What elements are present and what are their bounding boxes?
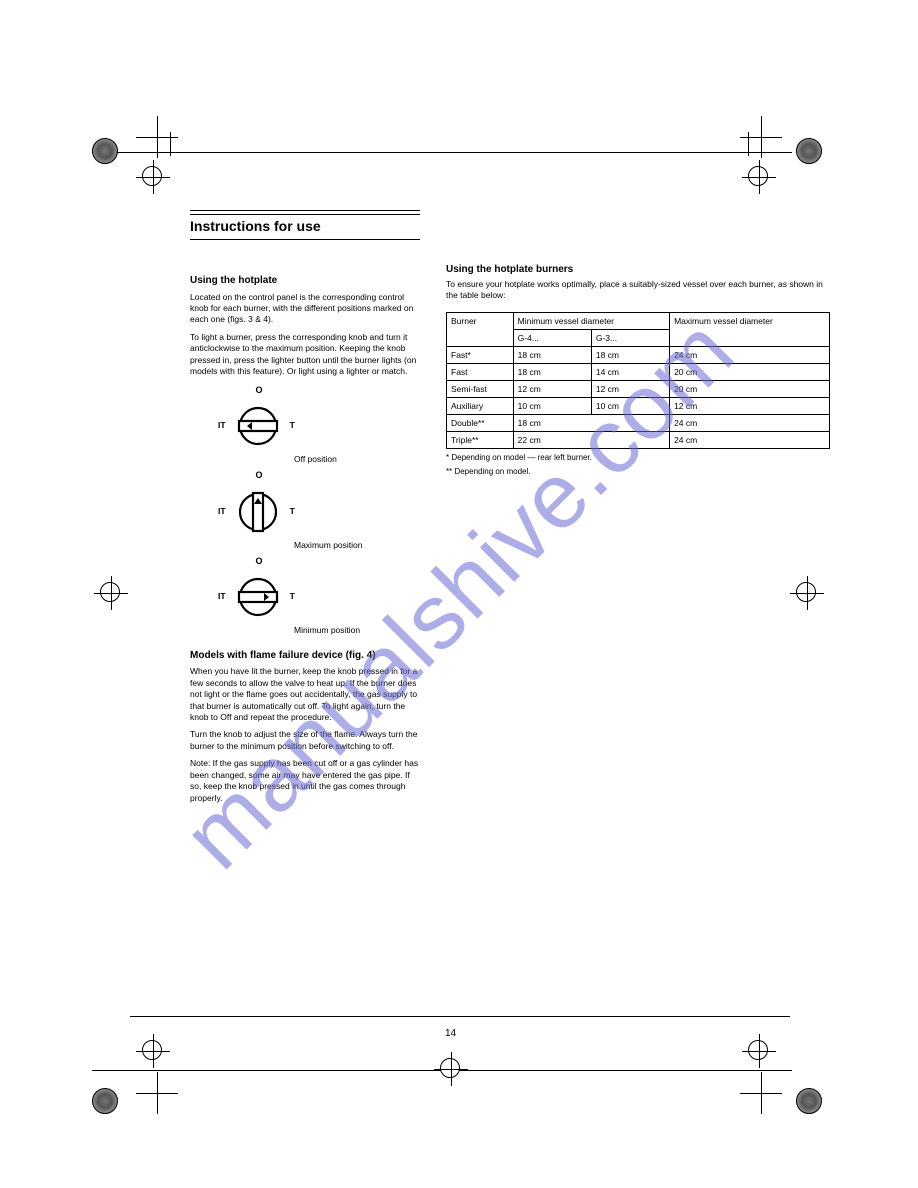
table-row: Fast 18 cm 14 cm 20 cm	[447, 363, 830, 380]
right-para: To ensure your hotplate works optimally,…	[446, 279, 830, 302]
page-title-block: Instructions for use	[190, 210, 420, 240]
knob-top-o1: O	[214, 384, 304, 396]
knob-max-diagram: IT T	[218, 490, 422, 534]
knob-left-label-2: IT	[218, 506, 226, 517]
cell: 20 cm	[670, 363, 830, 380]
cell: 10 cm	[513, 397, 591, 414]
knob-pos-max: Maximum position	[294, 540, 422, 551]
knob-icon-min	[236, 575, 280, 619]
th-min-dia: Minimum vessel diameter	[513, 312, 669, 329]
table-note-2: ** Depending on model.	[446, 467, 830, 477]
knob-icon-off	[236, 404, 280, 448]
cell: 22 cm	[513, 431, 669, 448]
page-body: Instructions for use Using the hotplate …	[190, 210, 830, 810]
knob-min-diagram: IT T	[218, 575, 422, 619]
page-title: Instructions for use	[190, 218, 321, 234]
cell: Fast*	[447, 346, 514, 363]
table-note-1: * Depending on model — rear left burner.	[446, 453, 830, 463]
th-g3: G-3...	[591, 329, 669, 346]
cell: 18 cm	[591, 346, 669, 363]
cell: Double**	[447, 414, 514, 431]
knob-icon-max	[236, 490, 280, 534]
cell: 24 cm	[670, 414, 830, 431]
knob-left-label-1: IT	[218, 420, 226, 431]
right-heading: Using the hotplate burners	[446, 264, 830, 275]
right-column: Using the hotplate burners To ensure you…	[446, 264, 830, 810]
knob-top-o3: O	[214, 555, 304, 567]
footer-rule	[130, 1016, 790, 1017]
cell: 12 cm	[670, 397, 830, 414]
cell: 10 cm	[591, 397, 669, 414]
cell: 12 cm	[513, 380, 591, 397]
knob-pos-min: Minimum position	[294, 625, 422, 636]
knob-pos-off: Off position	[294, 454, 422, 465]
left-note: Note: If the gas supply has been cut off…	[190, 758, 422, 804]
cell: Semi-fast	[447, 380, 514, 397]
burner-size-table: Burner Minimum vessel diameter Maximum v…	[446, 312, 830, 449]
cell: 18 cm	[513, 414, 669, 431]
firevalve-para-2: Turn the knob to adjust the size of the …	[190, 729, 422, 752]
cell: Auxiliary	[447, 397, 514, 414]
cell: 20 cm	[670, 380, 830, 397]
cell: Triple**	[447, 431, 514, 448]
table-row: Auxiliary 10 cm 10 cm 12 cm	[447, 397, 830, 414]
th-g4: G-4...	[513, 329, 591, 346]
knob-right-label-2: T	[290, 506, 295, 517]
knob-off-diagram: IT T	[218, 404, 422, 448]
table-row: Double** 18 cm 24 cm	[447, 414, 830, 431]
th-max-dia: Maximum vessel diameter	[670, 312, 830, 346]
cell: Fast	[447, 363, 514, 380]
firevalve-heading: Models with flame failure device (fig. 4…	[190, 649, 422, 663]
knob-top-o2: O	[214, 469, 304, 481]
table-row: Triple** 22 cm 24 cm	[447, 431, 830, 448]
page-number: 14	[445, 1028, 456, 1039]
table-row: Fast* 18 cm 18 cm 24 cm	[447, 346, 830, 363]
th-burner: Burner	[447, 312, 514, 346]
cell: 24 cm	[670, 431, 830, 448]
knob-left-label-3: IT	[218, 591, 226, 602]
cell: 18 cm	[513, 346, 591, 363]
cell: 18 cm	[513, 363, 591, 380]
knob-right-label-1: T	[290, 420, 295, 431]
left-column: Using the hotplate Located on the contro…	[190, 264, 422, 810]
left-heading: Using the hotplate	[190, 274, 422, 288]
cell: 12 cm	[591, 380, 669, 397]
cell: 24 cm	[670, 346, 830, 363]
knob-right-label-3: T	[290, 591, 295, 602]
table-row: Semi-fast 12 cm 12 cm 20 cm	[447, 380, 830, 397]
table-header-row-1: Burner Minimum vessel diameter Maximum v…	[447, 312, 830, 329]
cell: 14 cm	[591, 363, 669, 380]
left-para-1: Located on the control panel is the corr…	[190, 292, 422, 326]
left-para-2: To light a burner, press the correspondi…	[190, 332, 422, 378]
firevalve-para-1: When you have lit the burner, keep the k…	[190, 666, 422, 723]
